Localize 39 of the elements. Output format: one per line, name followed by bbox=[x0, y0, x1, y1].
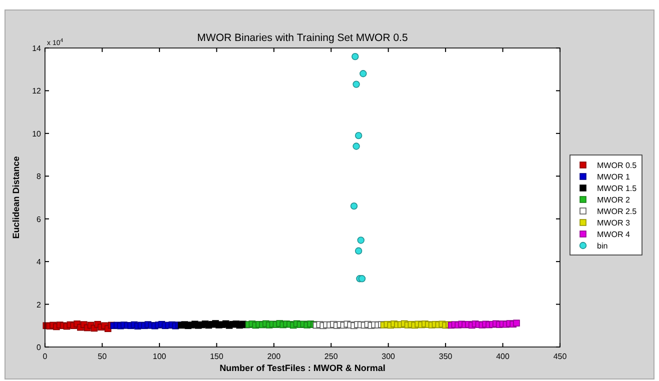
point bbox=[352, 80, 360, 88]
x-tick-label: 100 bbox=[152, 352, 167, 361]
x-tick-label: 200 bbox=[267, 352, 282, 361]
legend-label: bin bbox=[597, 242, 608, 250]
point bbox=[357, 236, 364, 244]
x-tick-label: 250 bbox=[324, 352, 338, 361]
y-tick-label: 0 bbox=[36, 343, 42, 352]
y-tick-label: 4 bbox=[36, 258, 42, 267]
point bbox=[350, 202, 358, 210]
y-tick-label: 6 bbox=[36, 214, 42, 224]
legend-label: MWOR 1.5 bbox=[597, 184, 638, 193]
y-axis-title: Euclidean Distance bbox=[11, 156, 21, 239]
y-tick-label: 12 bbox=[32, 86, 42, 96]
y-tick-label: 10 bbox=[32, 129, 42, 138]
point bbox=[352, 52, 359, 60]
legend-label: MWOR 1 bbox=[597, 172, 630, 182]
x-axis-title: Number of TestFiles : MWOR & Normal bbox=[220, 363, 386, 373]
point bbox=[354, 132, 362, 140]
point bbox=[354, 247, 362, 254]
legend-label: MWOR 4 bbox=[597, 230, 630, 239]
chart-title: MWOR Binaries with Training Set MWOR 0.5 bbox=[197, 32, 408, 44]
point bbox=[352, 142, 360, 150]
legend-label: MWOR 0.5 bbox=[597, 161, 638, 170]
x-tick-label: 50 bbox=[98, 352, 108, 361]
legend-label: MWOR 3 bbox=[597, 218, 630, 228]
x-tick-label: 450 bbox=[553, 352, 568, 361]
x-tick-label: 400 bbox=[496, 352, 510, 361]
legend-label: MWOR 2 bbox=[597, 196, 630, 204]
legend-label: MWOR 2.5 bbox=[597, 207, 638, 216]
x-tick-label: 0 bbox=[42, 352, 48, 361]
y-tick-label: 2 bbox=[36, 300, 42, 310]
x-tick-label: 150 bbox=[210, 352, 224, 361]
y-tick-label: 8 bbox=[36, 172, 42, 182]
point bbox=[360, 70, 367, 78]
y-tick-label: 14 bbox=[32, 44, 42, 53]
point bbox=[358, 275, 366, 282]
x-tick-label: 350 bbox=[438, 352, 453, 361]
point bbox=[513, 320, 520, 326]
x-tick-label: 300 bbox=[382, 352, 396, 361]
